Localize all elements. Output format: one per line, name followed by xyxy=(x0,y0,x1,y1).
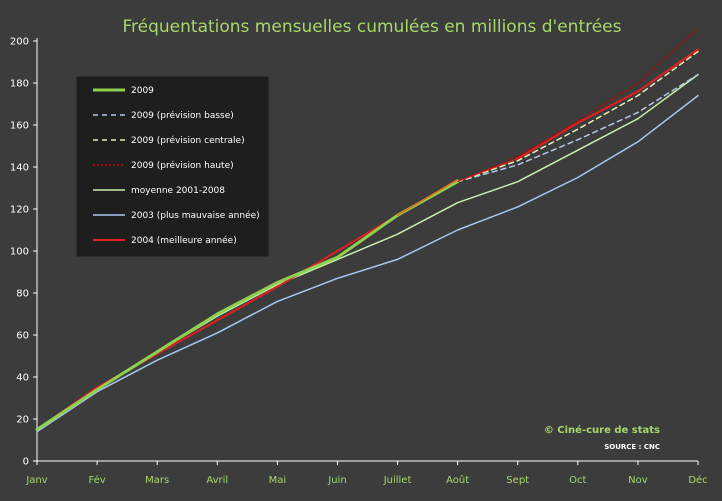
x-tick-label: Janv xyxy=(25,475,47,486)
series-line-6 xyxy=(36,48,699,431)
y-tick-label: 200 xyxy=(10,37,29,48)
legend-label: 2004 (meilleure année) xyxy=(131,235,237,246)
axes: 0 20 40 60 80 100 120 140 160 180 200 Janv Fév Mars Av… xyxy=(10,37,708,487)
series-line-2 xyxy=(456,50,699,183)
y-tick-label: 100 xyxy=(10,247,29,258)
legend-label: 2009 (prévision haute) xyxy=(131,160,234,171)
legend-box xyxy=(76,76,269,257)
x-tick-label: Fév xyxy=(88,474,105,486)
legend-label: 2009 (prévision basse) xyxy=(131,110,234,121)
legend-label: moyenne 2001-2008 xyxy=(131,186,225,196)
y-tick-label: 20 xyxy=(16,415,29,426)
series-line-1 xyxy=(456,73,699,183)
y-tick-label: 80 xyxy=(16,289,29,300)
y-tick-label: 160 xyxy=(10,121,29,132)
x-tick-label: Sept xyxy=(506,475,529,486)
x-tick-label: Nov xyxy=(628,475,648,486)
x-tick-label: Mai xyxy=(269,475,287,486)
legend: 2009 2009 (prévision basse) 2009 (prévisio… xyxy=(76,76,269,257)
chart-title: Fréquentations mensuelles cumulées en mi… xyxy=(122,17,621,37)
series-layer xyxy=(35,27,699,433)
source-text: SOURCE : CNC xyxy=(604,443,660,451)
credit-text: © Ciné-cure de stats xyxy=(544,424,660,436)
y-tick-label: 0 xyxy=(23,457,29,468)
x-tick-label: Juin xyxy=(327,475,346,486)
series-line-5 xyxy=(36,94,699,433)
x-tick-label: Avril xyxy=(206,475,228,486)
x-tick-label: Juillet xyxy=(383,475,412,486)
connector-line-0 xyxy=(396,178,459,217)
x-tick-label: Août xyxy=(446,474,469,486)
legend-label: 2003 (plus mauvaise année) xyxy=(131,210,260,221)
y-tick-label: 180 xyxy=(10,79,29,90)
y-tick-label: 140 xyxy=(10,163,29,174)
x-tick-label: Mars xyxy=(145,475,169,486)
series-line-3 xyxy=(457,27,699,183)
y-tick-label: 120 xyxy=(10,205,29,216)
legend-label: 2009 (prévision centrale) xyxy=(131,135,245,146)
x-tick-label: Oct xyxy=(569,475,586,486)
connector-line-1 xyxy=(457,158,519,183)
y-tick-label: 40 xyxy=(16,373,29,384)
legend-label: 2009 xyxy=(131,86,154,96)
x-tick-label: Déc xyxy=(688,474,707,486)
series-line-0 xyxy=(35,180,460,431)
y-tick-label: 60 xyxy=(16,331,29,342)
